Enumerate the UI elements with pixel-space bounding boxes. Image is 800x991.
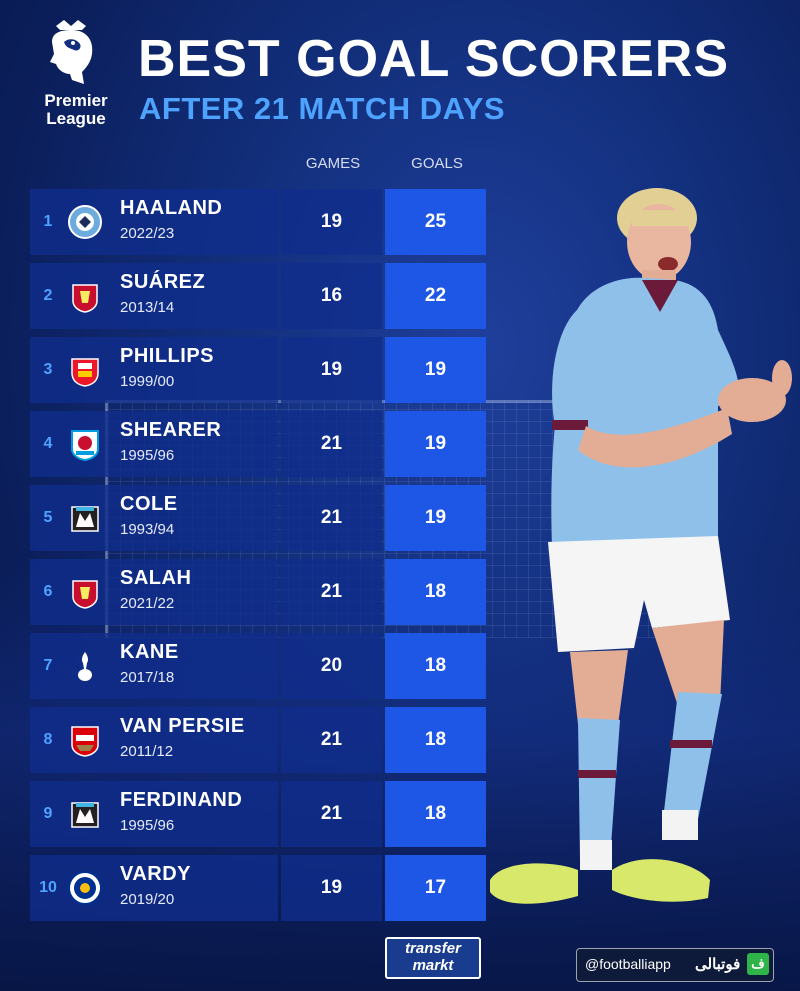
goals-value: 17 <box>385 855 486 921</box>
season-label: 2017/18 <box>120 669 175 686</box>
player-cell: 8 VAN PERSIE 2011/12 <box>30 707 278 773</box>
games-value: 21 <box>281 485 382 551</box>
tottenham-badge-icon <box>78 652 92 681</box>
season-label: 1993/94 <box>120 521 175 538</box>
scorer-row: 1 HAALAND 2022/23 19 25 <box>30 189 486 255</box>
scorer-row: 9 FERDINAND 1995/96 21 18 <box>30 781 486 847</box>
player-cell: 4 SHEARER 1995/96 <box>30 411 278 477</box>
player-cell: 6 SALAH 2021/22 <box>30 559 278 625</box>
rank-number: 10 <box>39 879 57 896</box>
arsenal-badge-icon <box>71 726 99 757</box>
player-cell: 2 SUÁREZ 2013/14 <box>30 263 278 329</box>
goals-value: 22 <box>385 263 486 329</box>
games-value: 21 <box>281 707 382 773</box>
league-name: Premier League <box>44 91 108 128</box>
player-cell: 9 FERDINAND 1995/96 <box>30 781 278 847</box>
player-name: VAN PERSIE <box>120 715 245 737</box>
rank-number: 3 <box>43 361 53 378</box>
rank-number: 9 <box>43 805 53 822</box>
man-city-badge-icon <box>68 205 102 239</box>
season-label: 2013/14 <box>120 299 175 316</box>
goals-value: 18 <box>385 707 486 773</box>
goals-value: 19 <box>385 337 486 403</box>
rank-number: 4 <box>43 435 53 452</box>
player-name: KANE <box>120 641 179 663</box>
games-value: 19 <box>281 855 382 921</box>
player-cell: 10 VARDY 2019/20 <box>30 855 278 921</box>
social-handle: @footballiapp <box>585 956 671 972</box>
games-value: 19 <box>281 337 382 403</box>
scorer-row: 6 SALAH 2021/22 21 18 <box>30 559 486 625</box>
scorer-row: 3 PHILLIPS 1999/00 19 19 <box>30 337 486 403</box>
games-value: 21 <box>281 559 382 625</box>
player-name: COLE <box>120 493 178 515</box>
page-title: BEST GOAL SCORERS <box>138 30 730 88</box>
footballi-app-icon: ف <box>747 953 769 975</box>
rank-number: 7 <box>43 657 53 674</box>
scorer-row: 7 KANE 2017/18 20 18 <box>30 633 486 699</box>
scorer-row: 10 VARDY 2019/20 19 17 <box>30 855 486 921</box>
player-name: SUÁREZ <box>120 271 206 293</box>
player-name: FERDINAND <box>120 789 243 811</box>
sunderland-badge-icon <box>71 358 99 387</box>
season-label: 1995/96 <box>120 817 175 834</box>
season-label: 2011/12 <box>120 743 174 760</box>
goals-value: 19 <box>385 411 486 477</box>
player-cell: 7 KANE 2017/18 <box>30 633 278 699</box>
social-handle-arabic: فوتبالی <box>695 956 741 973</box>
player-cell: 1 HAALAND 2022/23 <box>30 189 278 255</box>
goals-value: 18 <box>385 781 486 847</box>
newcastle-badge-icon <box>71 506 99 532</box>
goals-column-header: GOALS <box>411 155 463 172</box>
scorer-row: 8 VAN PERSIE 2011/12 21 18 <box>30 707 486 773</box>
rank-number: 6 <box>43 583 53 600</box>
season-label: 2021/22 <box>120 595 175 612</box>
scorer-row: 4 SHEARER 1995/96 21 19 <box>30 411 486 477</box>
liverpool-badge-icon <box>72 580 98 609</box>
player-cell: 5 COLE 1993/94 <box>30 485 278 551</box>
transfermarkt-logo-bottom: markt <box>412 957 454 974</box>
rank-number: 5 <box>43 509 53 526</box>
games-value: 19 <box>281 189 382 255</box>
rank-number: 2 <box>43 287 53 304</box>
premier-league-logo: Premier League <box>30 18 120 133</box>
scorer-row: 2 SUÁREZ 2013/14 16 22 <box>30 263 486 329</box>
games-value: 16 <box>281 263 382 329</box>
season-label: 2022/23 <box>120 225 175 242</box>
player-cell: 3 PHILLIPS 1999/00 <box>30 337 278 403</box>
games-value: 20 <box>281 633 382 699</box>
player-name: PHILLIPS <box>120 345 215 367</box>
liverpool-badge-icon <box>72 284 98 313</box>
transfermarkt-logo-top: transfer <box>405 940 461 957</box>
season-label: 1995/96 <box>120 447 175 464</box>
games-column-header: GAMES <box>305 155 361 172</box>
scorer-row: 5 COLE 1993/94 21 19 <box>30 485 486 551</box>
goals-value: 18 <box>385 633 486 699</box>
goals-value: 18 <box>385 559 486 625</box>
page-subtitle: AFTER 21 MATCH DAYS <box>139 91 506 126</box>
player-name: SALAH <box>120 567 192 589</box>
games-value: 21 <box>281 411 382 477</box>
blackburn-badge-icon <box>71 430 99 461</box>
season-label: 1999/00 <box>120 373 175 390</box>
leicester-badge-icon <box>68 871 102 905</box>
lion-icon <box>50 20 93 84</box>
social-handle-tag: @footballiapp فوتبالی ف <box>576 948 774 982</box>
player-photo <box>490 188 792 904</box>
player-name: HAALAND <box>120 197 223 219</box>
goals-value: 25 <box>385 189 486 255</box>
rank-number: 1 <box>43 213 53 230</box>
newcastle-badge-icon <box>71 802 99 828</box>
transfermarkt-logo: transfer markt <box>385 937 481 979</box>
rank-number: 8 <box>43 731 53 748</box>
games-value: 21 <box>281 781 382 847</box>
goals-value: 19 <box>385 485 486 551</box>
season-label: 2019/20 <box>120 891 175 908</box>
player-name: VARDY <box>120 863 192 885</box>
player-name: SHEARER <box>120 419 222 441</box>
